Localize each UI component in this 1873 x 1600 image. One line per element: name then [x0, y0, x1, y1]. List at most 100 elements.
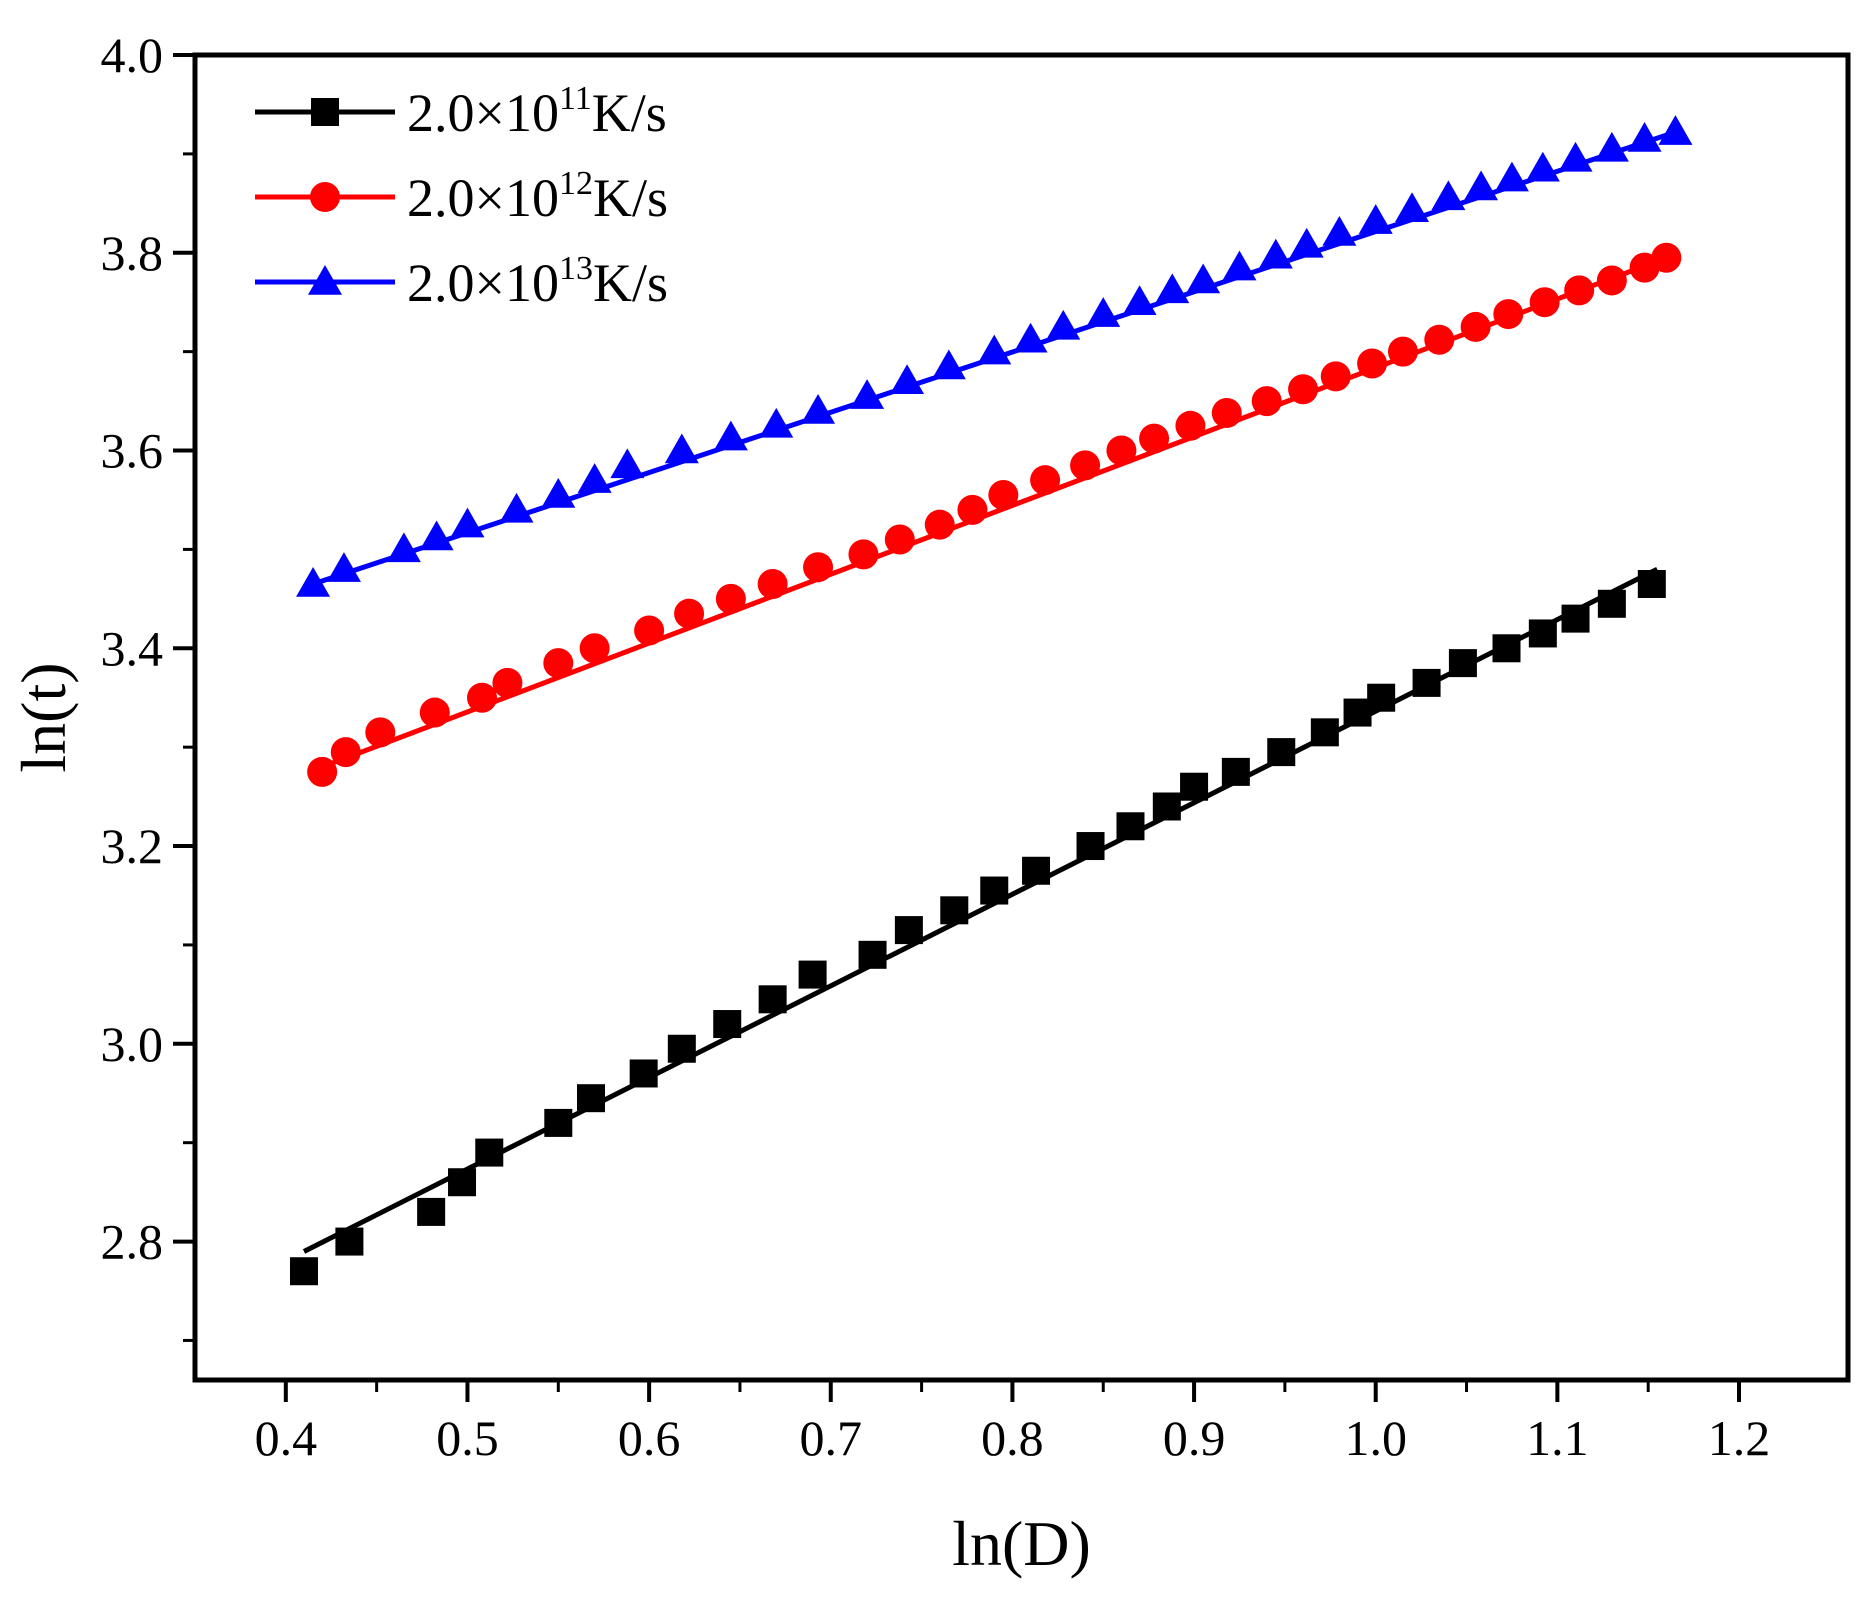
- data-point: [492, 667, 523, 698]
- x-tick-label: 0.6: [618, 1410, 681, 1466]
- data-point: [674, 598, 705, 629]
- legend-label: 2.0×1013K/s: [407, 250, 668, 313]
- data-point: [386, 532, 421, 563]
- x-axis-title: ln(D): [952, 1508, 1091, 1579]
- data-point: [803, 552, 834, 583]
- legend-item: 2.0×1012K/s: [255, 165, 668, 228]
- data-point: [1289, 227, 1324, 258]
- data-point: [848, 539, 879, 570]
- data-point: [1357, 348, 1388, 379]
- data-point: [1658, 115, 1693, 145]
- data-point: [884, 524, 915, 555]
- data-point: [1086, 297, 1121, 327]
- data-point: [1116, 812, 1145, 841]
- data-point: [307, 756, 338, 787]
- y-tick-label: 3.4: [101, 620, 164, 676]
- data-point: [365, 717, 396, 748]
- data-point: [1022, 856, 1051, 885]
- data-point: [499, 492, 534, 523]
- data-point: [1030, 465, 1061, 496]
- data-point: [1320, 361, 1351, 392]
- data-point: [1594, 131, 1629, 162]
- data-point: [1597, 589, 1626, 618]
- data-point: [1358, 204, 1393, 234]
- data-point: [1367, 683, 1396, 712]
- data-point: [417, 1197, 446, 1226]
- data-point: [610, 448, 645, 479]
- data-point: [988, 480, 1019, 511]
- data-point: [1152, 792, 1181, 821]
- data-point: [1222, 250, 1257, 281]
- axis-ticks: 0.4 0.5 0.6 0.7 0.8 0.9 1.0 1.1 1.2 2.8 3.0 3.2 3.4 3…: [101, 27, 1771, 1466]
- data-point: [1431, 180, 1466, 211]
- series-circle: [307, 242, 1682, 787]
- data-point: [931, 349, 966, 380]
- data-point: [1529, 287, 1560, 318]
- data-point: [1343, 698, 1372, 727]
- x-tick-label: 0.5: [436, 1410, 499, 1466]
- data-point: [1013, 322, 1048, 353]
- data-point: [980, 876, 1009, 905]
- data-point: [1651, 242, 1682, 273]
- data-point: [1251, 386, 1282, 417]
- legend-label: 2.0×1011K/s: [407, 80, 667, 143]
- data-point: [544, 1108, 573, 1137]
- data-point: [1395, 192, 1430, 223]
- data-point: [330, 737, 361, 768]
- data-point: [924, 509, 955, 540]
- data-point: [858, 940, 887, 969]
- data-point: [1122, 285, 1157, 315]
- data-point: [577, 463, 612, 493]
- data-point: [1528, 619, 1557, 648]
- y-tick-label: 3.6: [101, 423, 164, 479]
- data-point: [894, 916, 923, 945]
- y-tick-label: 3.8: [101, 225, 164, 281]
- data-point: [1525, 151, 1560, 182]
- data-point: [1186, 263, 1221, 294]
- data-point: [629, 1059, 658, 1088]
- data-point: [1564, 275, 1595, 306]
- data-point: [543, 648, 574, 679]
- data-point: [475, 1138, 504, 1167]
- data-point: [1106, 435, 1137, 466]
- legend: 2.0×1011K/s 2.0×1012K/s 2.0×1013K/s: [255, 80, 668, 313]
- data-point: [1180, 772, 1209, 801]
- legend-marker: [308, 265, 342, 295]
- data-point: [1221, 757, 1250, 786]
- data-point: [757, 569, 788, 600]
- data-point: [1494, 161, 1529, 192]
- x-tick-label: 1.1: [1526, 1410, 1589, 1466]
- legend-marker: [310, 182, 340, 212]
- data-point: [1627, 122, 1662, 152]
- data-point: [335, 1227, 364, 1256]
- y-tick-label: 4.0: [101, 27, 164, 83]
- data-point: [1424, 324, 1455, 355]
- data-point: [890, 364, 925, 395]
- series-triangle: [296, 115, 1693, 597]
- x-tick-label: 0.7: [800, 1410, 863, 1466]
- data-point: [1448, 649, 1477, 678]
- data-point: [1258, 238, 1293, 269]
- data-point: [758, 985, 787, 1014]
- data-point: [576, 1084, 605, 1113]
- data-point: [289, 1257, 318, 1286]
- data-point: [1288, 374, 1319, 405]
- data-point: [1558, 141, 1593, 172]
- data-point: [1211, 397, 1242, 428]
- data-point: [759, 407, 794, 438]
- x-tick-label: 1.2: [1708, 1410, 1771, 1466]
- data-point: [713, 1010, 742, 1039]
- data-point: [296, 567, 331, 597]
- y-tick-label: 2.8: [101, 1214, 164, 1270]
- data-point: [541, 478, 576, 508]
- data-point: [419, 697, 450, 728]
- data-point: [1561, 604, 1590, 633]
- legend-label: 2.0×1012K/s: [407, 165, 668, 228]
- data-point: [1637, 570, 1666, 599]
- data-point: [1046, 309, 1081, 340]
- data-point: [713, 420, 748, 451]
- data-point: [940, 896, 969, 925]
- data-point: [667, 1034, 696, 1063]
- data-point: [1310, 718, 1339, 747]
